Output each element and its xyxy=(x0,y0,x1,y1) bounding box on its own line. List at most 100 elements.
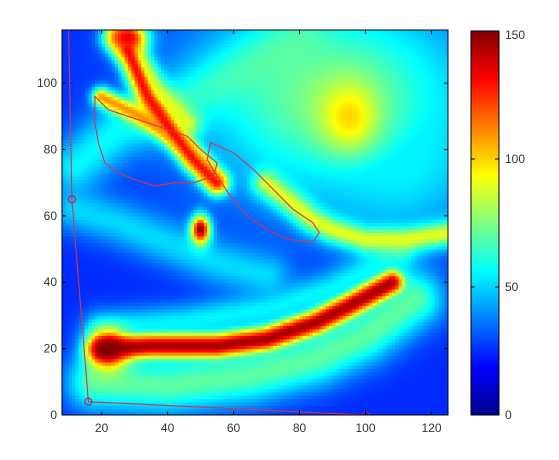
heatmap-cell xyxy=(71,292,76,297)
heatmap-cell xyxy=(190,126,195,131)
heatmap-cell xyxy=(75,252,80,257)
heatmap-cell xyxy=(78,255,83,260)
heatmap-cell xyxy=(124,322,129,326)
heatmap-cell xyxy=(134,142,139,147)
heatmap-cell xyxy=(68,368,73,373)
heatmap-cell xyxy=(187,182,192,187)
heatmap-cell xyxy=(78,285,83,290)
heatmap-cell xyxy=(137,132,142,137)
heatmap-cell xyxy=(75,76,80,81)
heatmap-cell xyxy=(144,391,149,396)
heatmap-cell xyxy=(134,96,139,101)
heatmap-cell xyxy=(137,222,142,227)
heatmap-cell xyxy=(167,322,172,326)
heatmap-cell xyxy=(98,338,103,343)
heatmap-cell xyxy=(174,285,179,290)
heatmap-cell xyxy=(154,328,159,333)
heatmap-cell xyxy=(187,355,192,360)
heatmap-cell xyxy=(101,136,106,141)
heatmap-cell xyxy=(75,371,80,376)
heatmap-cell xyxy=(147,139,152,144)
heatmap-cell xyxy=(121,252,126,257)
heatmap-cell xyxy=(104,215,109,220)
heatmap-cell xyxy=(141,368,146,373)
heatmap-cell xyxy=(197,391,202,396)
heatmap-cell xyxy=(108,39,113,44)
heatmap-cell xyxy=(94,298,99,303)
heatmap-cell xyxy=(85,225,89,230)
heatmap-cell xyxy=(190,172,195,177)
heatmap-cell xyxy=(177,411,182,415)
heatmap-cell xyxy=(85,351,89,356)
heatmap-cell xyxy=(200,46,205,51)
heatmap-cell xyxy=(81,219,86,224)
heatmap-cell xyxy=(78,106,83,111)
heatmap-cell xyxy=(91,166,96,170)
heatmap-cell xyxy=(154,411,159,415)
heatmap-cell xyxy=(184,292,188,297)
heatmap-cell xyxy=(154,30,159,34)
heatmap-cell xyxy=(104,375,109,380)
heatmap-cell xyxy=(141,365,146,370)
heatmap-cell xyxy=(200,89,205,94)
heatmap-cell xyxy=(101,129,106,134)
heatmap-cell xyxy=(101,89,106,94)
heatmap-cell xyxy=(141,202,146,207)
heatmap-cell xyxy=(118,119,122,124)
heatmap-cell xyxy=(160,285,165,290)
heatmap-cell xyxy=(177,179,182,184)
heatmap-cell xyxy=(78,182,83,187)
heatmap-cell xyxy=(111,395,116,400)
heatmap-cell xyxy=(190,368,195,373)
heatmap-cell xyxy=(71,189,76,194)
heatmap-cell xyxy=(170,395,175,400)
heatmap-cell xyxy=(124,195,129,200)
heatmap-cell xyxy=(190,199,195,204)
heatmap-cell xyxy=(71,30,76,34)
heatmap-cell xyxy=(147,43,152,48)
heatmap-cell xyxy=(121,328,126,333)
heatmap-cell xyxy=(134,385,139,390)
heatmap-cell xyxy=(170,225,175,230)
heatmap-cell xyxy=(65,365,70,370)
heatmap-cell xyxy=(118,295,122,300)
heatmap-cell xyxy=(75,79,80,84)
heatmap-cell xyxy=(144,76,149,81)
heatmap-cell xyxy=(121,49,126,54)
heatmap-cell xyxy=(144,185,149,190)
heatmap-cell xyxy=(88,59,93,64)
heatmap-cell xyxy=(111,282,116,287)
heatmap-cell xyxy=(151,149,155,154)
heatmap-cell xyxy=(197,225,202,230)
heatmap-cell xyxy=(62,332,66,336)
heatmap-cell xyxy=(137,351,142,356)
heatmap-cell xyxy=(71,176,76,180)
heatmap-cell xyxy=(131,318,136,323)
heatmap-cell xyxy=(187,199,192,204)
heatmap-cell xyxy=(144,381,149,386)
heatmap-cell xyxy=(160,378,165,383)
heatmap-cell xyxy=(187,103,192,107)
heatmap-cell xyxy=(141,292,146,297)
heatmap-cell xyxy=(164,288,169,293)
heatmap-cell xyxy=(190,219,195,224)
heatmap-cell xyxy=(114,142,119,147)
heatmap-cell xyxy=(160,249,165,253)
heatmap-cell xyxy=(134,69,139,74)
heatmap-cell xyxy=(200,182,205,187)
heatmap-cell xyxy=(164,395,169,400)
heatmap-cell xyxy=(167,395,172,400)
heatmap-cell xyxy=(167,275,172,280)
heatmap-cell xyxy=(94,73,99,78)
heatmap-cell xyxy=(174,295,179,300)
heatmap-cell xyxy=(184,365,188,370)
heatmap-cell xyxy=(180,275,185,280)
heatmap-cell xyxy=(118,112,122,117)
heatmap-cell xyxy=(131,358,136,363)
heatmap-cell xyxy=(184,252,188,257)
heatmap-cell xyxy=(94,116,99,121)
heatmap-cell xyxy=(68,361,73,366)
heatmap-cell xyxy=(88,43,93,48)
heatmap-cell xyxy=(174,202,179,207)
heatmap-cell xyxy=(71,325,76,330)
